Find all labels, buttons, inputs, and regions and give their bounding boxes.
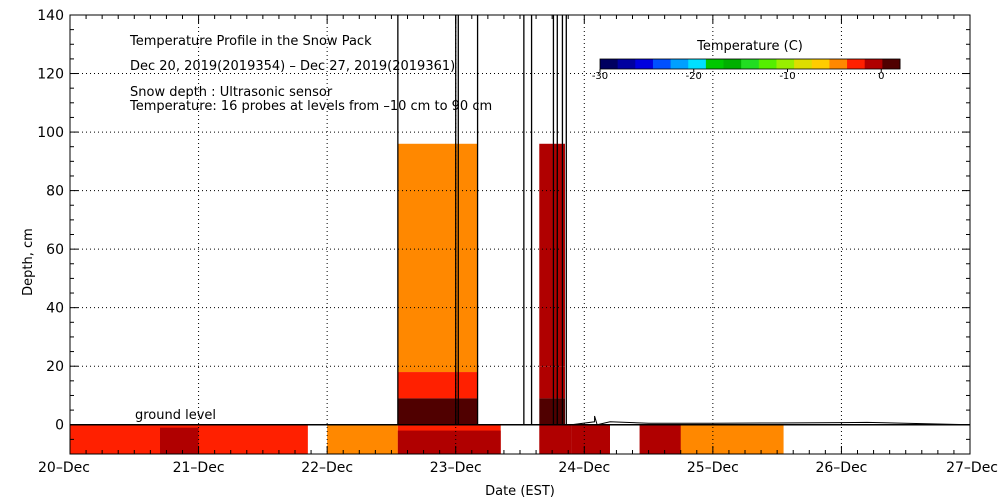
colorbar-swatch — [705, 59, 725, 69]
colorbar-tick-label: 0 — [878, 71, 884, 82]
colorbar-tick-label: -10 — [779, 71, 795, 82]
colorbar-frame — [599, 58, 901, 70]
temperature-cell — [397, 430, 501, 454]
temperature-cell — [397, 143, 478, 373]
colorbar-swatch — [776, 59, 795, 69]
x-tick-label: 23–Dec — [430, 460, 482, 476]
x-tick-label: 21–Dec — [173, 460, 225, 476]
colorbar-swatch — [864, 59, 883, 69]
colorbar-tick-label: -20 — [686, 71, 702, 82]
colorbar-legend: Temperature (C) -30 -20 -10 0 — [592, 39, 901, 82]
colorbar-swatch — [688, 59, 707, 69]
ground-level-label: ground level — [135, 408, 216, 423]
temperature-cell — [680, 424, 784, 454]
colorbar-swatches — [599, 58, 901, 70]
note-temperature-probes: Temperature: 16 probes at levels from –1… — [129, 99, 492, 114]
colorbar-swatch — [882, 59, 901, 69]
y-axis-label: Depth, cm — [21, 228, 36, 296]
colorbar-swatch — [741, 59, 760, 69]
colorbar-swatch — [723, 59, 742, 69]
colorbar-swatch — [600, 59, 619, 69]
x-tick-label: 27–Dec — [946, 460, 998, 476]
colorbar-swatch — [652, 59, 672, 69]
colorbar-swatch — [617, 59, 636, 69]
colorbar-title: Temperature (C) — [696, 39, 803, 54]
temperature-cell — [397, 398, 478, 425]
y-tick-label: 100 — [37, 125, 64, 141]
x-tick-label: 26–Dec — [815, 460, 867, 476]
x-axis-label: Date (EST) — [485, 484, 555, 499]
temperature-cell — [571, 424, 610, 454]
x-tick-label: 24–Dec — [558, 460, 610, 476]
temperature-cell — [539, 143, 565, 367]
x-tick-label: 20–Dec — [38, 460, 90, 476]
axes: 0 20 40 60 80 100 120 140 20–Dec 21–Dec 22–Dec 23–D… — [37, 8, 998, 476]
temperature-cell — [327, 424, 398, 454]
colorbar-tick-label: -30 — [592, 71, 608, 82]
y-tick-label: 80 — [46, 184, 64, 200]
y-tick-label: 0 — [55, 418, 64, 434]
snow-depth-line — [70, 415, 971, 426]
temperature-cell — [397, 372, 478, 399]
note-snow-depth: Snow depth : Ultrasonic sensor — [130, 85, 333, 100]
y-tick-label: 20 — [46, 359, 64, 375]
colorbar-swatch — [758, 59, 777, 69]
temperature-cell — [539, 398, 565, 425]
y-tick-label: 60 — [46, 242, 64, 258]
temperature-cells — [70, 143, 784, 454]
colorbar-swatch — [847, 59, 866, 69]
y-tick-label: 120 — [37, 67, 64, 83]
colorbar-swatch — [794, 59, 813, 69]
colorbar-swatch — [811, 59, 830, 69]
y-tick-label: 40 — [46, 301, 64, 317]
colorbar-ticks: -30 -20 -10 0 — [592, 69, 884, 82]
x-tick-label: 25–Dec — [687, 460, 739, 476]
date-range-subtitle: Dec 20, 2019(2019354) – Dec 27, 2019(201… — [130, 59, 455, 74]
colorbar-swatch — [670, 59, 689, 69]
temperature-cell — [539, 366, 565, 399]
y-tick-label: 140 — [37, 8, 64, 24]
temperature-cell — [539, 424, 572, 454]
x-tick-label: 22–Dec — [301, 460, 353, 476]
snow-depth-series — [70, 15, 971, 426]
temperature-cell — [198, 424, 308, 454]
colorbar-swatch — [829, 59, 848, 69]
chart-title: Temperature Profile in the Snow Pack — [129, 34, 372, 49]
colorbar-swatch — [635, 59, 654, 69]
